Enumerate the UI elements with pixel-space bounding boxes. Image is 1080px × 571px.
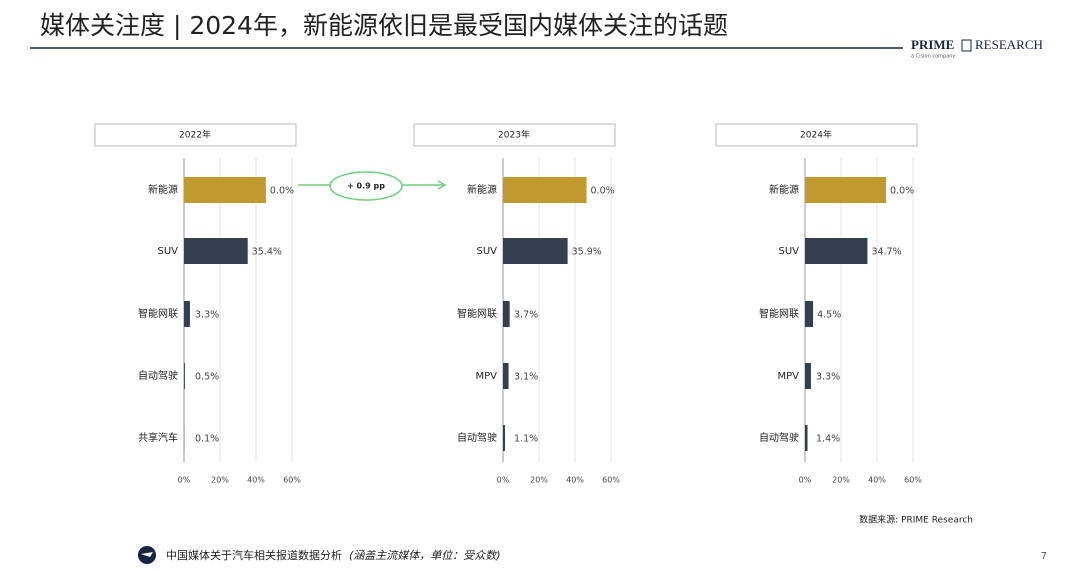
bar (184, 363, 185, 389)
bar (805, 301, 813, 327)
bar (503, 238, 568, 264)
category-label: 自动驾驶 (759, 431, 799, 444)
category-label: 共享汽车 (138, 431, 178, 444)
bar (184, 238, 248, 264)
category-label: 自动驾驶 (138, 369, 178, 382)
bar-label: 3.1% (514, 372, 538, 383)
x-tick-label: 20% (211, 476, 229, 485)
bar-label: 35.9% (572, 247, 602, 258)
bar-label: 34.7% (871, 247, 901, 258)
category-label: MPV (778, 371, 800, 382)
bar-label: 0.0% (591, 186, 615, 197)
bar-label: 1.1% (514, 434, 538, 445)
bar (805, 425, 808, 451)
bar (503, 425, 505, 451)
bar (184, 177, 266, 203)
panel-title: 2022年 (179, 129, 211, 141)
page-number: 7 (1041, 551, 1047, 562)
bar-label: 0.5% (195, 372, 219, 383)
bar (503, 177, 587, 203)
bar-label: 3.3% (816, 372, 840, 383)
bar (805, 363, 811, 389)
panel-title: 2023年 (498, 129, 530, 141)
bar (805, 238, 867, 264)
x-tick-label: 60% (602, 476, 620, 485)
logo-icon (962, 40, 971, 51)
source: 数据来源: PRIME Research (859, 514, 973, 526)
x-tick-label: 20% (530, 476, 548, 485)
category-label: 自动驾驶 (457, 431, 497, 444)
category-label: 新能源 (769, 183, 799, 196)
category-label: 新能源 (467, 183, 497, 196)
bar-label: 1.4% (816, 434, 840, 445)
bar-label: 35.4% (252, 247, 282, 258)
x-tick-label: 40% (247, 476, 265, 485)
x-tick-label: 20% (832, 476, 850, 485)
footnote-note: (涵盖主流媒体，单位：受众数) (349, 549, 501, 562)
category-label: SUV (778, 246, 799, 257)
x-tick-label: 60% (904, 476, 922, 485)
category-label: 新能源 (148, 183, 178, 196)
category-label: 智能网联 (759, 307, 799, 320)
logo: PRIME (911, 37, 954, 52)
panel-title: 2024年 (800, 129, 832, 141)
x-tick-label: 0% (178, 476, 191, 485)
annotation: + 0.9 pp (347, 182, 385, 191)
x-tick-label: 60% (283, 476, 301, 485)
slide-title: 媒体关注度 | 2024年，新能源依旧是最受国内媒体关注的话题 (40, 11, 728, 40)
x-tick-label: 0% (799, 476, 812, 485)
category-label: 智能网联 (138, 307, 178, 320)
x-tick-label: 40% (566, 476, 584, 485)
bar-label: 4.5% (817, 310, 841, 321)
bar-label: 0.1% (195, 434, 219, 445)
bar-label: 3.7% (514, 310, 538, 321)
bar (805, 177, 886, 203)
bar (184, 301, 190, 327)
x-tick-label: 0% (497, 476, 510, 485)
category-label: SUV (157, 246, 178, 257)
x-tick-label: 40% (868, 476, 886, 485)
bar (503, 301, 510, 327)
category-label: MPV (476, 371, 498, 382)
logo-suffix: RESEARCH (975, 37, 1043, 52)
category-label: SUV (476, 246, 497, 257)
bar (503, 363, 509, 389)
bar-label: 3.3% (195, 310, 219, 321)
category-label: 智能网联 (457, 307, 497, 320)
logo-sub: a Cision company (911, 54, 955, 60)
footnote: 中国媒体关于汽车相关报道数据分析 (166, 548, 342, 562)
bar-label: 0.0% (270, 186, 294, 197)
bar-label: 0.0% (890, 186, 914, 197)
